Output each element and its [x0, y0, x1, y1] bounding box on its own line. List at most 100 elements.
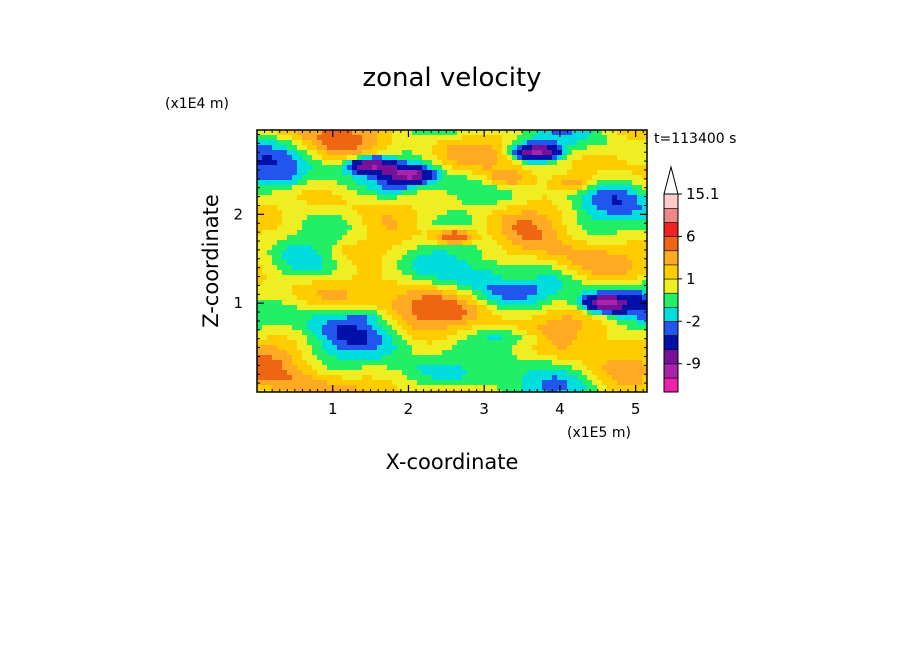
field-cell	[477, 385, 483, 391]
field-cell	[517, 190, 523, 196]
field-cell	[292, 175, 298, 181]
field-cell	[567, 360, 573, 366]
field-cell	[337, 335, 343, 341]
field-cell	[527, 365, 533, 371]
field-cell	[607, 160, 613, 166]
field-cell	[482, 140, 488, 146]
field-cell	[472, 210, 478, 216]
field-cell	[467, 185, 473, 191]
field-cell	[552, 190, 558, 196]
field-cell	[582, 160, 588, 166]
field-cell	[317, 130, 323, 136]
field-cell	[487, 225, 493, 231]
field-cell	[542, 335, 548, 341]
field-cell	[287, 240, 293, 246]
field-cell	[367, 240, 373, 246]
field-cell	[477, 205, 483, 211]
field-cell	[422, 150, 428, 156]
field-cell	[517, 335, 523, 341]
field-cell	[402, 215, 408, 221]
field-cell	[272, 280, 278, 286]
field-cell	[437, 165, 443, 171]
field-cell	[257, 200, 263, 206]
field-cell	[587, 185, 593, 191]
field-cell	[352, 260, 358, 266]
field-cell	[537, 380, 543, 386]
field-cell	[387, 165, 393, 171]
field-cell	[427, 180, 433, 186]
field-cell	[457, 140, 463, 146]
field-cell	[302, 240, 308, 246]
field-cell	[607, 155, 613, 161]
field-cell	[387, 155, 393, 161]
field-cell	[462, 260, 468, 266]
field-cell	[572, 150, 578, 156]
field-cell	[607, 245, 613, 251]
field-cell	[452, 285, 458, 291]
field-cell	[432, 250, 438, 256]
field-cell	[302, 205, 308, 211]
field-cell	[422, 360, 428, 366]
field-cell	[337, 295, 343, 301]
field-cell	[367, 390, 373, 393]
field-cell	[417, 310, 423, 316]
field-cell	[367, 175, 373, 181]
field-cell	[612, 265, 618, 271]
field-cell	[482, 190, 488, 196]
field-cell	[512, 240, 518, 246]
field-cell	[562, 365, 568, 371]
field-cell	[617, 340, 623, 346]
field-cell	[307, 265, 313, 271]
field-cell	[587, 230, 593, 236]
field-cell	[332, 295, 338, 301]
field-cell	[262, 230, 268, 236]
field-cell	[492, 145, 498, 151]
field-cell	[277, 280, 283, 286]
field-cell	[282, 245, 288, 251]
field-cell	[577, 270, 583, 276]
field-cell	[567, 145, 573, 151]
field-cell	[452, 200, 458, 206]
field-cell	[557, 365, 563, 371]
field-cell	[447, 290, 453, 296]
field-cell	[552, 290, 558, 296]
field-cell	[552, 185, 558, 191]
field-cell	[482, 260, 488, 266]
field-cell	[547, 150, 553, 156]
field-cell	[392, 355, 398, 361]
field-cell	[362, 370, 368, 376]
field-cell	[497, 300, 503, 306]
field-cell	[267, 320, 273, 326]
field-cell	[487, 185, 493, 191]
field-cell	[447, 315, 453, 321]
field-cell	[592, 285, 598, 291]
field-cell	[562, 315, 568, 321]
field-cell	[352, 380, 358, 386]
field-cell	[457, 335, 463, 341]
field-cell	[597, 240, 603, 246]
field-cell	[642, 310, 648, 316]
field-cell	[552, 240, 558, 246]
field-cell	[317, 375, 323, 381]
field-cell	[357, 390, 363, 393]
field-cell	[257, 325, 263, 331]
field-cell	[307, 315, 313, 321]
field-cell	[352, 150, 358, 156]
field-cell	[362, 380, 368, 386]
field-cell	[352, 390, 358, 393]
field-cell	[417, 380, 423, 386]
field-cell	[422, 250, 428, 256]
field-cell	[507, 225, 513, 231]
field-cell	[617, 190, 623, 196]
field-cell	[487, 300, 493, 306]
field-cell	[392, 375, 398, 381]
field-cell	[372, 150, 378, 156]
field-cell	[442, 165, 448, 171]
field-cell	[512, 325, 518, 331]
field-cell	[517, 305, 523, 311]
field-cell	[362, 135, 368, 141]
field-cell	[297, 210, 303, 216]
field-cell	[602, 345, 608, 351]
field-cell	[297, 350, 303, 356]
field-cell	[387, 210, 393, 216]
